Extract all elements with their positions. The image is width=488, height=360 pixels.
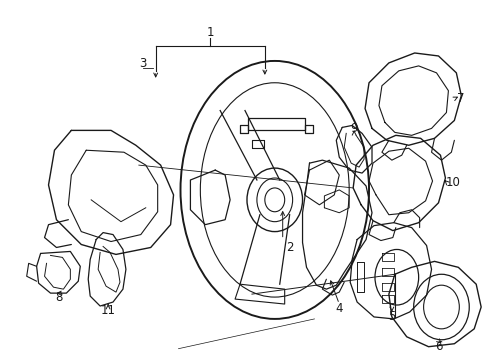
Text: 1: 1 (206, 26, 214, 39)
Text: 7: 7 (456, 92, 463, 105)
Text: 9: 9 (350, 122, 357, 135)
Text: 11: 11 (101, 305, 115, 318)
Text: 8: 8 (55, 291, 62, 303)
Text: 5: 5 (387, 310, 395, 323)
Text: 4: 4 (335, 302, 342, 315)
Text: 2: 2 (285, 241, 293, 254)
Text: 10: 10 (445, 176, 460, 189)
Text: 6: 6 (434, 340, 441, 353)
Text: 3: 3 (139, 57, 146, 71)
